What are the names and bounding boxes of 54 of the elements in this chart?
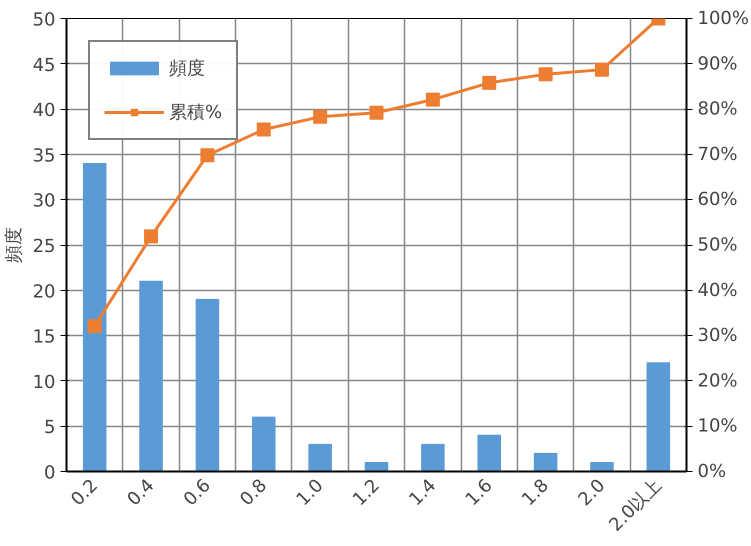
x-tick-label: 0.8 xyxy=(236,475,272,510)
point xyxy=(370,106,384,120)
y2-tick-label: 80% xyxy=(698,98,738,120)
y2-tick-label: 70% xyxy=(698,144,738,165)
bar xyxy=(364,462,388,472)
point xyxy=(482,76,496,90)
y-tick-label: 25 xyxy=(32,236,56,257)
y-tick-label: 5 xyxy=(44,417,56,438)
bar xyxy=(196,298,220,472)
legend-label: 頻度 xyxy=(169,57,205,80)
bar xyxy=(139,280,163,472)
bar xyxy=(252,416,276,472)
y-tick-label: 10 xyxy=(32,372,56,393)
x-tick-label: 0.2 xyxy=(67,475,102,510)
y2-tick-label: 10% xyxy=(698,416,738,437)
point xyxy=(313,110,328,124)
x-tick-label: 1.2 xyxy=(348,475,384,510)
bar xyxy=(534,452,558,472)
y2-tick-label: 30% xyxy=(698,325,738,346)
legend-label: 累積% xyxy=(169,101,222,124)
x-tick-label: 1.6 xyxy=(462,475,497,510)
y2-tick-label: 50% xyxy=(698,234,738,256)
y2-tick-label: 20% xyxy=(698,370,738,392)
point xyxy=(88,319,102,334)
x-tick-label: 1.0 xyxy=(292,475,328,510)
bar xyxy=(646,362,670,472)
y2-tick-label: 90% xyxy=(698,53,738,74)
y-tick-label: 50 xyxy=(32,10,56,30)
y-tick-label: 35 xyxy=(32,145,56,166)
y2-tick-label: 40% xyxy=(698,280,738,301)
bar xyxy=(477,434,501,472)
point xyxy=(538,67,553,82)
x-tick-label: 1.8 xyxy=(518,475,554,510)
point xyxy=(200,148,214,162)
y-tick-label: 20 xyxy=(32,281,56,302)
bar xyxy=(82,162,106,472)
x-tick-label: 0.4 xyxy=(123,475,158,510)
y-tick-label: 0 xyxy=(44,462,56,484)
y-axis-title: 頻度 xyxy=(4,227,25,263)
x-tick-label: 0.6 xyxy=(180,475,215,510)
point xyxy=(144,229,158,244)
y2-tick-label: 0% xyxy=(698,461,726,482)
y-tick-label: 45 xyxy=(32,54,56,76)
y-tick-label: 30 xyxy=(32,190,56,212)
point xyxy=(426,92,440,107)
point xyxy=(594,62,609,77)
bar xyxy=(308,444,332,472)
bar xyxy=(421,444,445,472)
x-tick-label: 1.4 xyxy=(405,475,440,510)
y-tick-label: 15 xyxy=(32,326,56,348)
y-tick-label: 40 xyxy=(32,100,56,122)
y2-tick-label: 60% xyxy=(698,189,738,210)
y2-tick-label: 100% xyxy=(698,8,749,29)
point xyxy=(256,122,271,136)
